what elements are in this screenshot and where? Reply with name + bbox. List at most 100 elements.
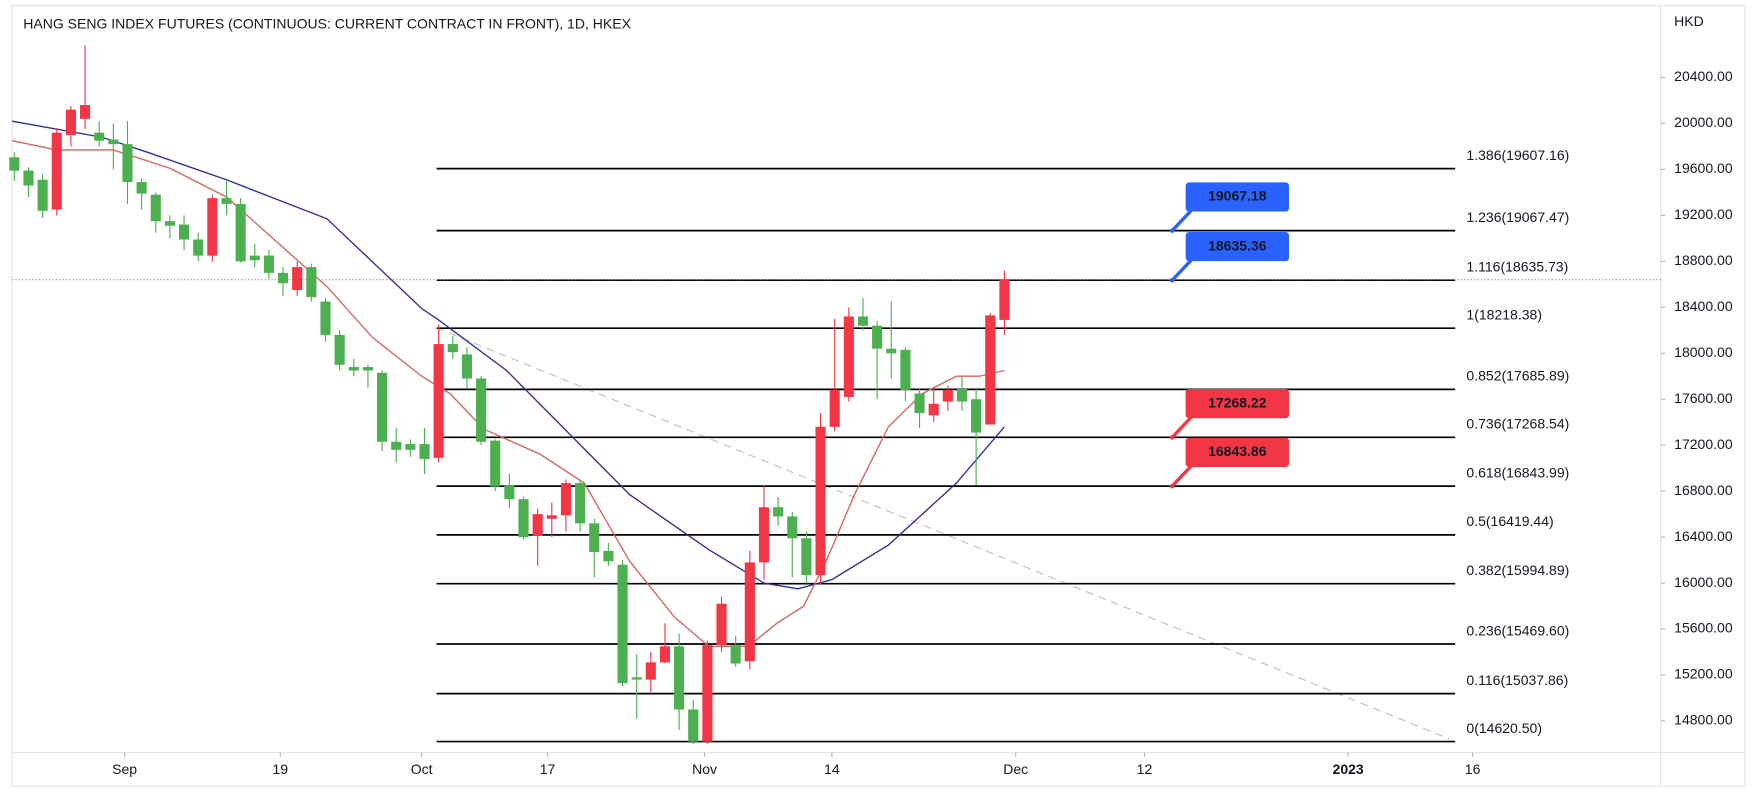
callout-anchor xyxy=(1169,278,1175,283)
y-tick-label: 18400.00 xyxy=(1674,298,1733,314)
candle-body xyxy=(744,562,755,662)
fib-label: 1.116(18635.73) xyxy=(1466,259,1568,275)
fib-label: 0.5(16419.44) xyxy=(1466,513,1553,529)
y-tick-label: 20000.00 xyxy=(1674,114,1733,130)
candle-body xyxy=(886,348,897,354)
candle-body xyxy=(122,144,133,183)
y-tick-label: 16800.00 xyxy=(1674,482,1733,498)
fib-label: 1.386(19607.16) xyxy=(1466,147,1569,163)
candle-body xyxy=(476,378,487,442)
fib-label: 0.736(17268.54) xyxy=(1466,416,1569,432)
callout-box xyxy=(1185,389,1289,419)
candle-body xyxy=(179,224,190,240)
moving-average xyxy=(11,120,1005,590)
trend-line xyxy=(436,327,1450,740)
y-tick-label: 19200.00 xyxy=(1674,206,1733,222)
callout-pointer xyxy=(1170,258,1193,282)
candle-body xyxy=(348,367,359,371)
candle-body xyxy=(575,483,586,524)
candle-body xyxy=(150,194,161,222)
candle-body xyxy=(23,170,34,186)
x-tick-label: 14 xyxy=(824,761,840,777)
y-tick-label: 17600.00 xyxy=(1674,390,1733,406)
x-tick-label: 12 xyxy=(1137,761,1153,777)
candle-body xyxy=(928,403,939,416)
candle-body xyxy=(193,239,204,256)
y-tick-label: 20400.00 xyxy=(1674,68,1733,84)
candle-body xyxy=(278,272,289,284)
x-tick-label: Sep xyxy=(112,761,137,777)
candle-body xyxy=(603,550,614,562)
x-tick-label: Nov xyxy=(692,761,717,777)
moving-average xyxy=(11,140,1005,647)
candle-body xyxy=(702,645,713,742)
candle-body xyxy=(956,388,968,402)
fib-label: 0.236(15469.60) xyxy=(1466,622,1569,638)
candle-body xyxy=(730,645,741,664)
candle-body xyxy=(419,444,430,459)
fib-label: 0.116(15037.86) xyxy=(1466,672,1568,688)
y-tick-label: 14800.00 xyxy=(1674,712,1733,728)
callout-pointer xyxy=(1170,209,1193,232)
candle-body xyxy=(263,255,274,273)
fib-label: 1(18218.38) xyxy=(1466,307,1542,323)
chart-border xyxy=(11,5,1746,787)
fib-label: 0.618(16843.99) xyxy=(1466,464,1569,480)
x-tick-label: 2023 xyxy=(1333,761,1364,777)
candle-body xyxy=(504,485,515,500)
candle-body xyxy=(716,603,727,646)
candle-body xyxy=(518,499,529,538)
candle-body xyxy=(560,483,572,516)
candle-body xyxy=(857,316,869,326)
x-tick-label: Dec xyxy=(1003,761,1028,777)
candle-body xyxy=(900,349,911,391)
candle-body xyxy=(65,109,76,135)
callout-box xyxy=(1185,182,1289,212)
candle-body xyxy=(659,646,671,663)
candle-body xyxy=(942,390,953,402)
candle-body xyxy=(164,221,175,226)
candle-body xyxy=(773,507,784,517)
candle-body xyxy=(787,516,798,539)
y-tick-label: 16000.00 xyxy=(1674,574,1733,590)
callout-box xyxy=(1185,437,1289,468)
candle-body xyxy=(94,132,105,141)
candle-body xyxy=(999,279,1010,320)
candle-body xyxy=(320,301,331,335)
candle-body xyxy=(235,203,246,262)
fib-label: 0.382(15994.89) xyxy=(1466,562,1569,578)
candle-body xyxy=(221,198,232,204)
callout-anchor xyxy=(1169,228,1175,233)
candle-body xyxy=(546,515,557,519)
fib-label: 0.852(17685.89) xyxy=(1466,368,1569,384)
candle-body xyxy=(334,334,345,365)
fib-label: 1.236(19067.47) xyxy=(1466,209,1569,225)
candle-body xyxy=(306,267,317,297)
candle-body xyxy=(37,179,48,211)
y-tick-label: 15600.00 xyxy=(1674,620,1733,636)
y-axis-label: HKD xyxy=(1674,13,1704,29)
y-tick-label: 16400.00 xyxy=(1674,528,1733,544)
candle-body xyxy=(362,367,373,371)
candle-body xyxy=(758,507,770,563)
candle-body xyxy=(914,393,925,414)
candle-body xyxy=(971,399,982,433)
y-tick-label: 15200.00 xyxy=(1674,666,1733,682)
candle-body xyxy=(688,709,699,742)
candle-body xyxy=(461,354,472,379)
y-tick-label: 18000.00 xyxy=(1674,344,1733,360)
candle-body xyxy=(801,538,812,576)
x-tick-label: Oct xyxy=(411,761,433,777)
fib-label: 0(14620.50) xyxy=(1466,720,1542,736)
candle-body xyxy=(51,132,62,210)
candle-body xyxy=(377,372,388,442)
candle-body xyxy=(136,182,147,194)
y-tick-label: 19600.00 xyxy=(1674,160,1733,176)
candle-body xyxy=(433,344,444,458)
candle-body xyxy=(674,646,685,710)
chart-title: HANG SENG INDEX FUTURES (CONTINUOUS: CUR… xyxy=(23,15,631,31)
callout-label: 19067.18 xyxy=(1208,188,1267,204)
x-tick-label: 19 xyxy=(272,761,288,777)
x-tick-label: 17 xyxy=(540,761,556,777)
